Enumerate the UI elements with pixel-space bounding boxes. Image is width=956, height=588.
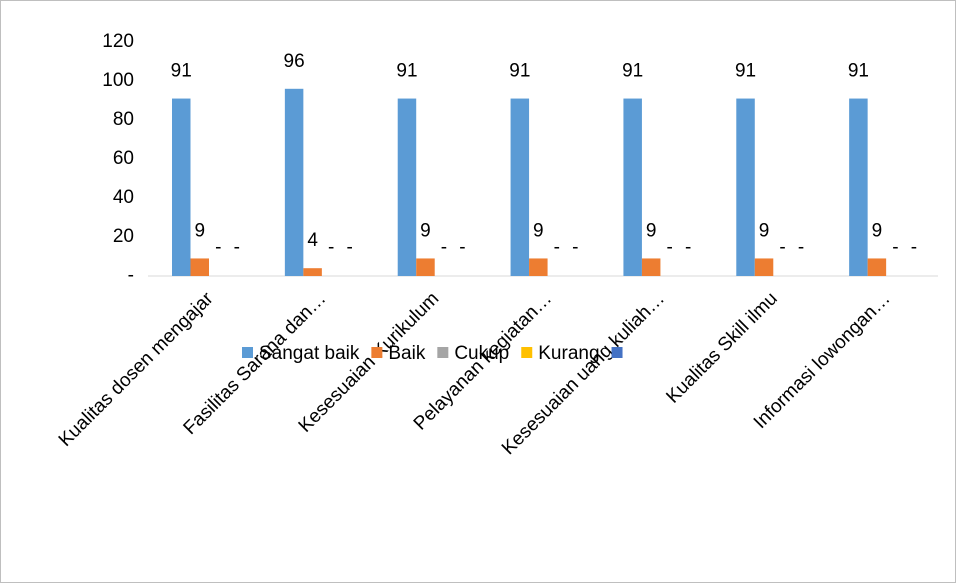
legend-label: Kurang bbox=[538, 343, 599, 364]
bar bbox=[867, 258, 887, 276]
bar bbox=[641, 258, 661, 276]
data-label: 96 bbox=[284, 51, 305, 72]
data-label: 91 bbox=[848, 61, 869, 82]
legend-swatch bbox=[437, 347, 449, 358]
y-tick-label: - bbox=[128, 265, 134, 286]
data-label: 9 bbox=[420, 220, 431, 241]
y-tick-label: 40 bbox=[113, 187, 134, 208]
data-label: - bbox=[215, 237, 221, 258]
bar bbox=[510, 98, 530, 276]
bar bbox=[754, 258, 774, 276]
y-tick-label: 60 bbox=[113, 148, 134, 169]
data-label: - bbox=[685, 237, 691, 258]
data-label: - bbox=[346, 237, 352, 258]
y-tick-label: 20 bbox=[113, 226, 134, 247]
bar bbox=[303, 268, 322, 276]
data-label: - bbox=[328, 237, 334, 258]
data-label: - bbox=[234, 237, 240, 258]
data-label: - bbox=[911, 237, 917, 258]
data-label: 91 bbox=[396, 61, 417, 82]
bar bbox=[623, 98, 642, 276]
data-label: 4 bbox=[307, 230, 318, 251]
data-label: 91 bbox=[622, 61, 643, 82]
bar bbox=[416, 258, 435, 276]
bar bbox=[397, 98, 417, 276]
data-label: 91 bbox=[735, 61, 756, 82]
bar bbox=[172, 98, 191, 276]
legend-label: Baik bbox=[388, 343, 425, 364]
data-label: 9 bbox=[194, 220, 205, 241]
y-tick-label: 80 bbox=[113, 109, 134, 130]
legend-swatch bbox=[611, 347, 623, 358]
legend-label: Sangat baik bbox=[259, 343, 360, 364]
data-label: - bbox=[667, 237, 673, 258]
bar bbox=[849, 98, 868, 276]
data-label: - bbox=[798, 237, 804, 258]
bar bbox=[736, 98, 755, 276]
data-label: 91 bbox=[171, 61, 192, 82]
y-tick-label: 100 bbox=[102, 70, 134, 91]
legend-swatch bbox=[371, 347, 383, 358]
legend-swatch bbox=[521, 347, 533, 358]
y-tick-label: 120 bbox=[102, 31, 134, 52]
data-label: - bbox=[892, 237, 898, 258]
data-label: - bbox=[779, 237, 785, 258]
data-label: 9 bbox=[759, 220, 770, 241]
data-label: - bbox=[441, 237, 447, 258]
bar bbox=[529, 258, 548, 276]
data-label: 9 bbox=[646, 220, 657, 241]
bar bbox=[284, 88, 304, 276]
data-label: 91 bbox=[509, 61, 530, 82]
data-label: - bbox=[554, 237, 560, 258]
data-label: - bbox=[459, 237, 465, 258]
data-label: 9 bbox=[533, 220, 544, 241]
data-label: - bbox=[572, 237, 578, 258]
data-label: 9 bbox=[872, 220, 883, 241]
bar bbox=[190, 258, 209, 276]
legend-swatch bbox=[242, 347, 253, 358]
legend-label: Cukup bbox=[454, 343, 509, 364]
